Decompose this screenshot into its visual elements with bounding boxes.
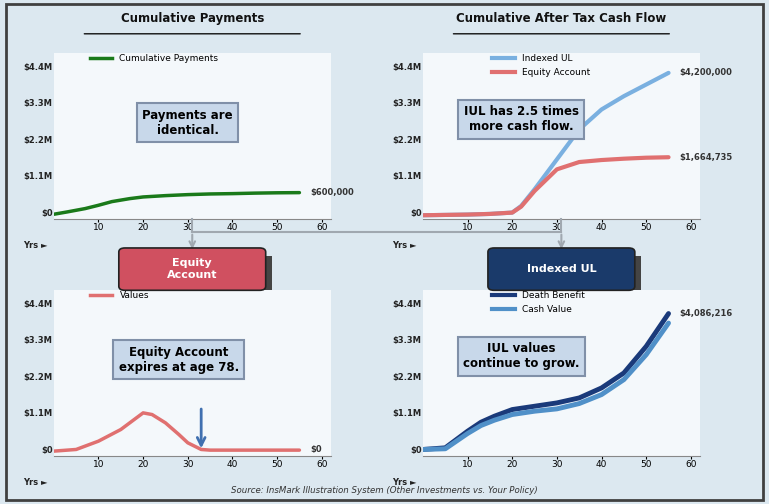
Text: Yrs ►: Yrs ► (23, 241, 48, 250)
Legend: Cumulative Payments: Cumulative Payments (86, 51, 222, 67)
Text: Yrs ►: Yrs ► (392, 478, 417, 487)
Text: Indexed UL: Indexed UL (527, 264, 596, 274)
Text: $600,000: $600,000 (311, 188, 355, 197)
FancyBboxPatch shape (118, 248, 266, 290)
FancyBboxPatch shape (260, 256, 272, 290)
Text: Yrs ►: Yrs ► (392, 241, 417, 250)
Text: $0: $0 (311, 445, 322, 454)
Text: Equity Account
expires at age 78.: Equity Account expires at age 78. (118, 346, 239, 373)
Legend: Death Benefit, Cash Value: Death Benefit, Cash Value (488, 288, 588, 318)
Text: Cumulative After Tax Cash Flow: Cumulative After Tax Cash Flow (456, 12, 667, 25)
Text: Equity
Account: Equity Account (167, 259, 218, 280)
Legend: Indexed UL, Equity Account: Indexed UL, Equity Account (488, 51, 594, 81)
Text: Cumulative Payments: Cumulative Payments (121, 12, 264, 25)
Text: $4,200,000: $4,200,000 (680, 69, 733, 78)
Text: IUL has 2.5 times
more cash flow.: IUL has 2.5 times more cash flow. (464, 105, 579, 134)
FancyBboxPatch shape (629, 256, 641, 290)
FancyBboxPatch shape (488, 248, 635, 290)
Text: Payments are
identical.: Payments are identical. (142, 109, 233, 137)
Text: $1,664,735: $1,664,735 (680, 153, 733, 162)
Legend: Values: Values (86, 288, 152, 304)
Text: IUL values
continue to grow.: IUL values continue to grow. (463, 342, 579, 370)
Text: $4,086,216: $4,086,216 (680, 309, 733, 318)
Text: Yrs ►: Yrs ► (23, 478, 48, 487)
Text: Source: InsMark Illustration System (Other Investments vs. Your Policy): Source: InsMark Illustration System (Oth… (231, 486, 538, 495)
